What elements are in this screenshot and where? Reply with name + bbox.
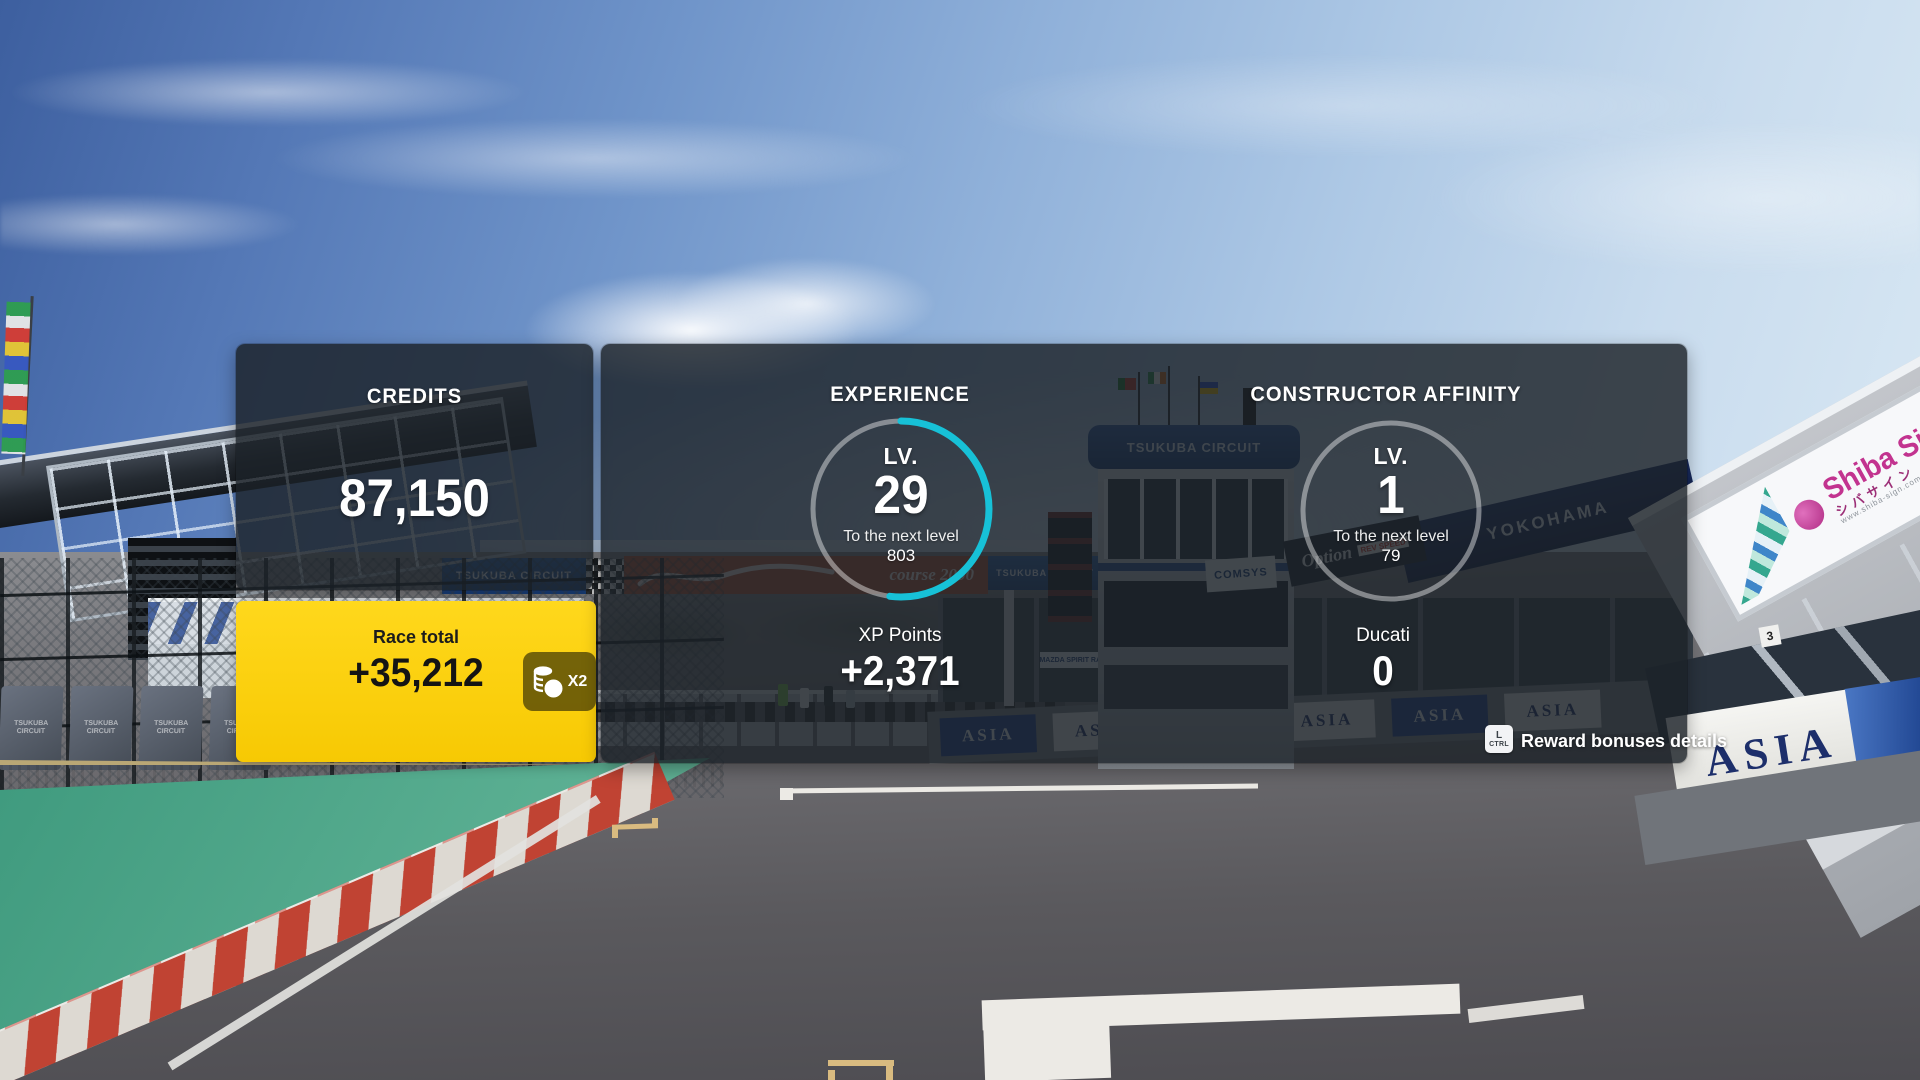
pit-mark-tan (828, 1060, 894, 1066)
constructor-level-value: 1 (1377, 465, 1405, 525)
key-label-top: L (1495, 729, 1503, 741)
race-total-label: Race total (372, 627, 460, 647)
shiba-chevron-graphic (1697, 487, 1810, 605)
experience-level-value: 29 (873, 465, 929, 525)
rewards-panel: EXPERIENCE CONSTRUCTOR AFFINITY (601, 344, 1687, 763)
next-level-label: To the next level (843, 528, 959, 546)
xp-points-value: +2,371 (840, 647, 960, 694)
race-total-value: +35,212 (348, 651, 484, 695)
experience-header: EXPERIENCE (830, 383, 970, 406)
grid-mark-tan (652, 818, 658, 826)
experience-level-block: LV. 29 To the next level 803 (751, 443, 1051, 566)
next-level-value: 803 (886, 546, 916, 566)
constructor-brand-label: Ducati (1356, 625, 1410, 646)
credits-balance: 87,150 (339, 469, 490, 528)
credits-multiplier-badge: X2 (523, 652, 596, 711)
pit-gate-number: 3 (1758, 624, 1782, 648)
experience-progress-ring (809, 417, 993, 601)
credits-panel: CREDITS 87,150 (236, 344, 593, 590)
next-level-label: To the next level (1333, 528, 1449, 546)
level-label: LV. (883, 443, 919, 469)
xp-points-block: XP Points +2,371 (750, 625, 1050, 695)
grid-mark-tan (612, 828, 618, 838)
tsukuba-padding-block: TSUKUBA CIRCUIT (68, 686, 134, 770)
reward-bonuses-details-button[interactable]: Reward bonuses details (1521, 731, 1728, 751)
constructor-progress-ring (1300, 420, 1482, 602)
constructor-level-block: LV. 1 To the next level 79 (1241, 443, 1541, 566)
coins-icon (533, 665, 563, 697)
race-total-card: Race total +35,212 X2 (236, 601, 596, 762)
multiplier-label: X2 (567, 672, 588, 690)
credits-header: CREDITS (366, 385, 463, 408)
pit-mark-tan (828, 1070, 835, 1080)
grid-line-cap (780, 788, 793, 800)
constructor-points-block: Ducati 0 (1233, 625, 1533, 695)
constructor-points-value: 0 (1372, 647, 1394, 694)
level-label: LV. (1373, 443, 1409, 469)
lctrl-key-badge[interactable]: L CTRL (1485, 725, 1513, 753)
key-label-bottom: CTRL (1489, 740, 1509, 748)
tsukuba-padding-block: TSUKUBA CIRCUIT (0, 686, 64, 770)
next-level-value: 79 (1381, 546, 1401, 566)
shiba-logo (1788, 494, 1830, 536)
grid-box-block (982, 1011, 1112, 1080)
pit-mark-tan (886, 1066, 893, 1080)
constructor-affinity-header: CONSTRUCTOR AFFINITY (1250, 383, 1522, 406)
xp-points-label: XP Points (858, 625, 942, 646)
tsukuba-padding-block: TSUKUBA CIRCUIT (138, 686, 204, 770)
